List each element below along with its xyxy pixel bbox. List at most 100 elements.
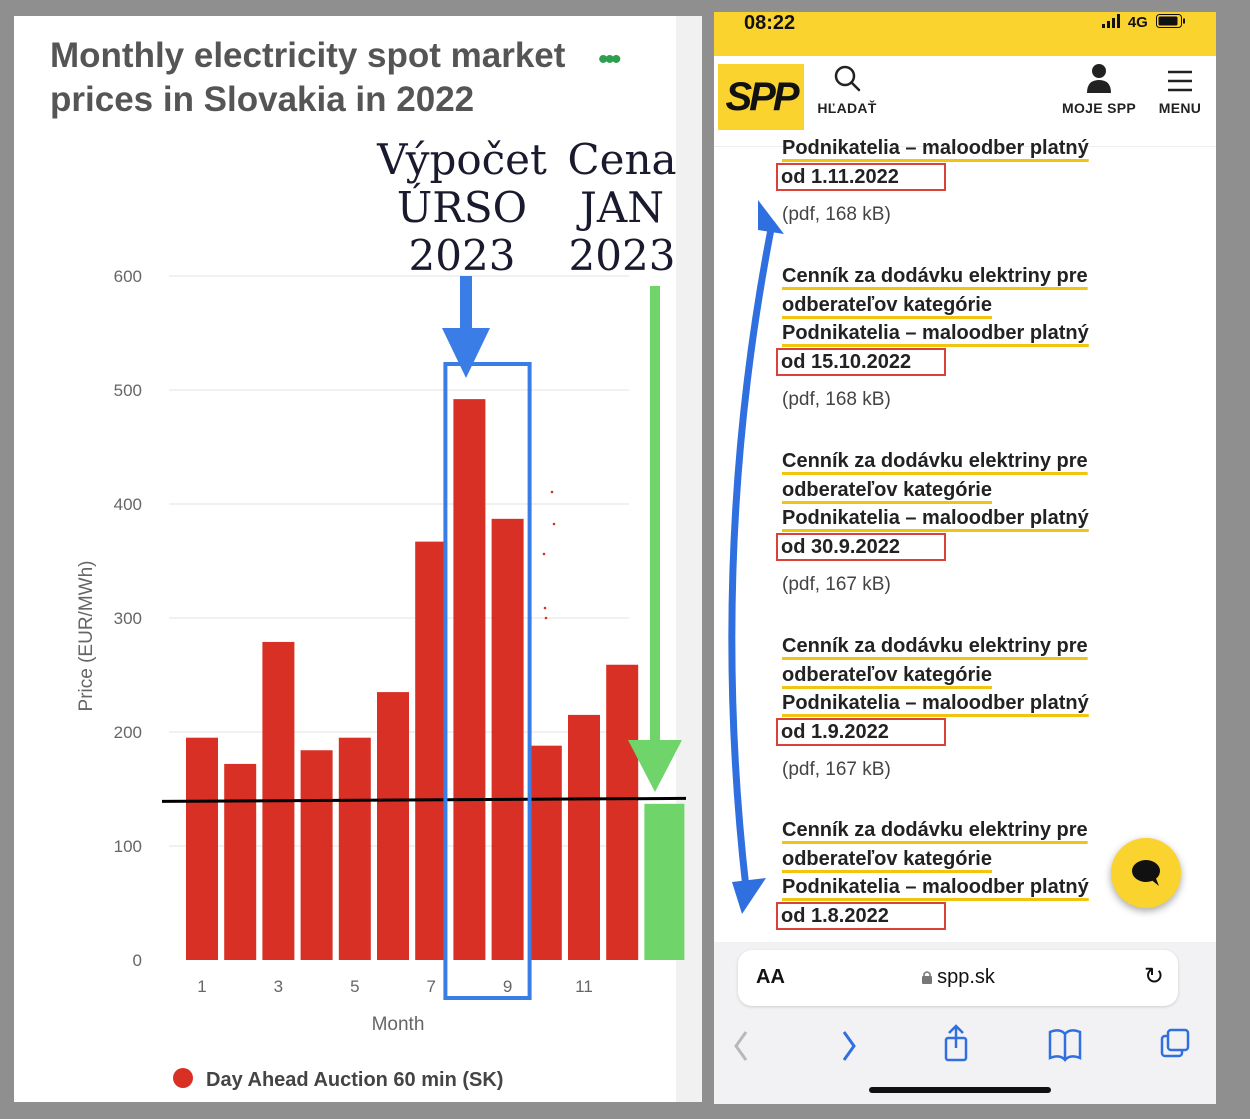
menu-button[interactable]: MENU — [1150, 68, 1210, 116]
status-time: 08:22 — [744, 12, 796, 34]
annotation-urso-line: 2023 — [409, 231, 516, 280]
document-link[interactable]: Cenník za dodávku elektriny pre odberate… — [776, 816, 1089, 930]
bar-month-5 — [338, 737, 371, 960]
spp-logo[interactable]: SPP — [718, 64, 804, 130]
document-link[interactable]: Podnikatelia – maloodber platný od 1.11.… — [776, 134, 1089, 191]
annotation-urso-line: ÚRSO — [397, 182, 527, 232]
bar-month-12 — [606, 664, 639, 960]
logo-text: SPP — [725, 74, 799, 119]
account-label: MOJE SPP — [1062, 100, 1136, 116]
document-meta: (pdf, 167 kB) — [782, 759, 891, 780]
document-date: od 1.9.2022 — [776, 717, 946, 746]
highlight-box — [443, 362, 532, 1000]
document-link[interactable]: Cenník za dodávku elektriny pre odberate… — [776, 632, 1089, 746]
browser-toolbar: AA spp.sk ↻ — [714, 942, 1216, 1104]
back-icon — [734, 1031, 748, 1061]
stray-mark — [544, 616, 548, 620]
app-header: SPP HĽADAŤ MOJE SPP MENU — [714, 56, 1216, 147]
document-title-line: Podnikatelia – maloodber platný — [782, 507, 1089, 529]
jan-arrow-shaft — [650, 286, 660, 748]
account-button[interactable]: MOJE SPP — [1056, 62, 1142, 116]
x-tick-label: 9 — [503, 977, 512, 996]
chart-title-line-2: prices in Slovakia in 2022 — [50, 80, 475, 119]
y-tick-label: 200 — [114, 723, 142, 742]
bar-month-8 — [453, 399, 486, 960]
y-tick-label: 0 — [133, 951, 142, 970]
y-tick-label: 300 — [114, 609, 142, 628]
legend-label: Day Ahead Auction 60 min (SK) — [206, 1069, 503, 1091]
bookmarks-icon — [1048, 1029, 1082, 1062]
bar-month-11 — [568, 714, 600, 960]
menu-label: MENU — [1158, 100, 1202, 116]
battery-icon — [1156, 14, 1185, 28]
phone-screenshot: 08:22 4G SPP HĽADAŤ — [714, 12, 1216, 1104]
urso-arrow-shaft — [460, 276, 472, 332]
tabs-icon — [1160, 1028, 1190, 1058]
user-icon — [1087, 64, 1111, 93]
document-title-line: odberateľov kategórie — [782, 478, 992, 501]
document-date: od 1.8.2022 — [776, 901, 946, 930]
bar-month-10 — [529, 745, 562, 960]
annotation-jan-line: Cena — [567, 135, 676, 184]
chat-button[interactable] — [1111, 838, 1181, 908]
y-tick-label: 600 — [114, 267, 142, 286]
share-icon — [944, 1024, 968, 1062]
status-icons: 4G — [1101, 14, 1186, 31]
document-meta: (pdf, 168 kB) — [782, 389, 891, 410]
hamburger-icon — [1168, 70, 1192, 92]
status-bar: 08:22 4G — [714, 12, 1216, 56]
y-tick-label: 100 — [114, 837, 142, 856]
stray-mark — [552, 522, 556, 526]
text-size-button[interactable]: AA — [756, 966, 785, 988]
chart-title: Monthly electricity spot market prices i… — [50, 34, 610, 122]
bar-month-1 — [186, 737, 218, 960]
document-link[interactable]: Cenník za dodávku elektriny pre odberate… — [776, 447, 1089, 561]
search-label: HĽADAŤ — [817, 100, 877, 116]
x-tick-label: 7 — [426, 977, 435, 996]
document-date: od 1.11.2022 — [776, 162, 946, 191]
document-title-line: Cenník za dodávku elektriny pre — [782, 450, 1088, 472]
document-meta: (pdf, 167 kB) — [782, 574, 891, 595]
reference-line — [161, 796, 687, 803]
forward-icon — [842, 1031, 856, 1061]
search-button[interactable]: HĽADAŤ — [812, 64, 882, 116]
document-meta: (pdf, 168 kB) — [782, 204, 891, 225]
bar-month-4 — [300, 750, 333, 960]
reload-icon[interactable]: ↻ — [1143, 963, 1164, 990]
x-tick-label: 3 — [274, 977, 283, 996]
bar-jan-2023 — [644, 803, 685, 960]
jan-arrow-head — [628, 740, 682, 792]
browser-nav — [734, 1024, 1190, 1062]
document-title-line: odberateľov kategórie — [782, 663, 992, 686]
document-title-line: Podnikatelia – maloodber platný — [782, 692, 1089, 714]
url-display[interactable]: spp.sk — [738, 966, 1178, 989]
urso-arrow-head — [442, 328, 490, 378]
document-title-line: Cenník za dodávku elektriny pre — [782, 635, 1088, 657]
bar-month-6 — [377, 692, 409, 960]
document-link[interactable]: Cenník za dodávku elektriny pre odberate… — [776, 262, 1089, 376]
chat-icon — [1132, 860, 1160, 886]
y-axis-label: Price (EUR/MWh) — [76, 561, 97, 712]
lock-icon — [922, 971, 933, 984]
annotation-jan-line: JAN — [576, 183, 664, 232]
search-icon — [834, 65, 861, 92]
bar-chart: 0 100 200 300 400 500 600 Price (EUR/MWh) 1 3 5 7 9 1… — [76, 135, 687, 1091]
bar-month-2 — [224, 763, 257, 960]
legend-marker — [173, 1068, 193, 1088]
address-bar[interactable]: AA spp.sk ↻ — [738, 950, 1178, 1006]
document-title-line: Podnikatelia – maloodber platný — [782, 137, 1089, 159]
more-options-icon[interactable]: ••• — [598, 43, 621, 76]
chart-title-line-1: Monthly electricity spot market — [50, 36, 566, 75]
document-title-line: Cenník za dodávku elektriny pre — [782, 265, 1088, 287]
network-type: 4G — [1127, 14, 1148, 31]
document-title-line: Podnikatelia – maloodber platný — [782, 876, 1089, 898]
y-tick-label: 500 — [114, 381, 142, 400]
x-axis-label: Month — [372, 1014, 425, 1035]
bar-month-7 — [415, 541, 448, 960]
x-tick-label: 1 — [197, 977, 206, 996]
annotation-urso-line: Výpočet — [376, 135, 547, 184]
annotation-jan-line: 2023 — [569, 231, 676, 280]
bar-month-9 — [491, 518, 524, 960]
url-text: spp.sk — [937, 966, 995, 988]
document-title-line: Cenník za dodávku elektriny pre — [782, 819, 1088, 841]
